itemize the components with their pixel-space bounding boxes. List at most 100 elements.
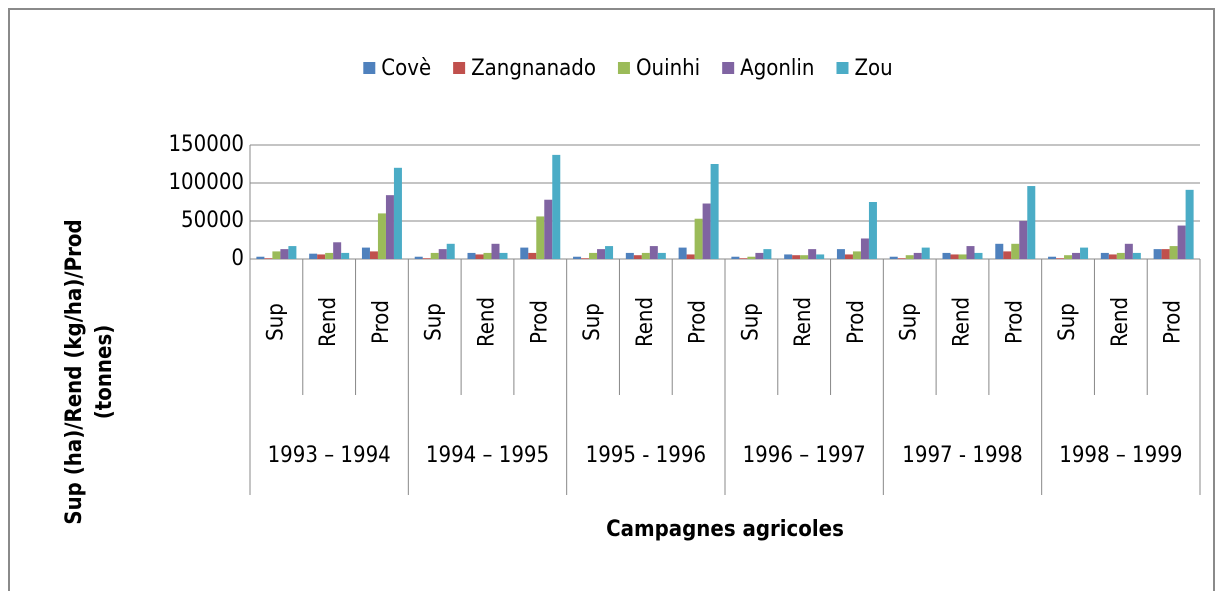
x-tick-label: Rend <box>1108 297 1133 347</box>
x-tick-label: Sup <box>263 303 288 341</box>
bar <box>897 258 906 259</box>
bar <box>942 252 951 259</box>
bar <box>438 249 447 259</box>
x-tick-label: Sup <box>738 303 763 341</box>
bar <box>536 216 545 259</box>
bar <box>385 195 394 259</box>
x-axis-title: Campagnes agricoles <box>606 517 844 542</box>
legend-swatch <box>453 62 466 74</box>
bar <box>1153 249 1162 259</box>
group-label: 1996 – 1997 <box>743 443 866 468</box>
x-tick-label: Prod <box>527 300 552 344</box>
bar <box>393 167 402 259</box>
bar <box>483 252 492 259</box>
y-tick-label: 50000 <box>181 208 244 233</box>
x-tick-label: Rend <box>316 297 341 347</box>
bar <box>467 252 476 259</box>
bar <box>678 247 687 259</box>
bar <box>552 154 561 259</box>
bar <box>369 251 378 259</box>
bar <box>333 242 342 259</box>
bar <box>1161 249 1170 259</box>
bar <box>1169 246 1178 259</box>
bar <box>544 199 553 259</box>
bar <box>1132 252 1141 259</box>
group-label: 1994 – 1995 <box>426 443 549 468</box>
bar <box>686 254 695 259</box>
group-label: 1998 – 1999 <box>1059 443 1182 468</box>
bar <box>317 254 326 259</box>
x-tick-label: Rend <box>475 297 500 347</box>
bar <box>573 256 582 259</box>
bar <box>1003 251 1012 259</box>
bar <box>528 252 537 259</box>
bar <box>860 238 869 259</box>
bar <box>921 247 930 259</box>
bar <box>272 251 281 259</box>
bar <box>763 249 772 259</box>
legend-swatch <box>617 62 630 74</box>
bar <box>430 252 439 259</box>
group-label: 1993 – 1994 <box>268 443 391 468</box>
bar <box>625 252 634 259</box>
bar <box>499 252 508 259</box>
bar <box>731 256 740 259</box>
bar <box>816 254 825 259</box>
y-tick-label: 0 <box>231 246 244 271</box>
bar <box>256 256 265 259</box>
legend-label: Zangnanado <box>471 56 596 81</box>
bar <box>868 202 877 259</box>
x-tick-label: Prod <box>686 300 711 344</box>
bar <box>605 246 614 259</box>
group-label: 1997 - 1998 <box>902 443 1022 468</box>
bar <box>1048 256 1057 259</box>
bar <box>288 246 297 259</box>
bar <box>784 254 793 259</box>
bar <box>1019 221 1028 259</box>
x-tick-label: Prod <box>369 300 394 344</box>
legend-label: Covè <box>381 56 431 81</box>
x-tick-label: Rend <box>791 297 816 347</box>
bar <box>475 254 484 259</box>
legend-swatch <box>836 62 849 74</box>
bar <box>491 243 500 259</box>
bar <box>800 255 809 259</box>
y-tick-label: 100000 <box>168 170 244 195</box>
bar <box>1011 243 1020 259</box>
legend-label: Zou <box>854 56 892 81</box>
bar <box>694 218 703 259</box>
bar <box>889 256 898 259</box>
bar <box>1056 258 1065 259</box>
legend-swatch <box>363 62 376 74</box>
bar <box>974 252 983 259</box>
bar <box>739 258 748 259</box>
bar <box>702 203 711 259</box>
legend-swatch <box>722 62 735 74</box>
bar <box>1116 252 1125 259</box>
y-axis-title: (tonnes) <box>92 325 117 420</box>
bar <box>581 258 590 259</box>
bar <box>755 252 764 259</box>
bar <box>422 258 431 259</box>
bar <box>325 252 334 259</box>
bar <box>1080 247 1089 259</box>
bar <box>309 253 318 259</box>
bar <box>913 252 922 259</box>
bar <box>1185 189 1194 259</box>
x-tick-label: Sup <box>422 303 447 341</box>
bar <box>657 252 666 259</box>
bar <box>1177 225 1186 259</box>
bar <box>710 164 719 259</box>
bar <box>377 213 386 259</box>
bar <box>1108 254 1117 259</box>
bar <box>341 252 350 259</box>
bar <box>1027 186 1036 259</box>
x-tick-label: Prod <box>844 300 869 344</box>
bar <box>836 249 845 259</box>
bar <box>1072 252 1081 259</box>
x-tick-label: Prod <box>1161 300 1186 344</box>
legend-label: Ouinhi <box>636 56 700 81</box>
bar <box>852 251 861 259</box>
x-tick-label: Rend <box>950 297 975 347</box>
